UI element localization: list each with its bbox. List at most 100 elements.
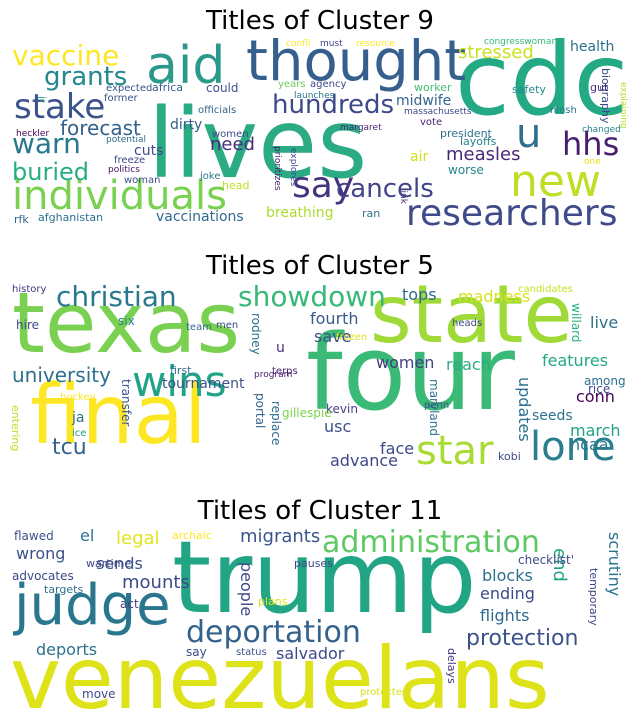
word: state (370, 283, 573, 361)
word: confli (286, 39, 311, 49)
word: first (170, 364, 192, 377)
word: penn (424, 400, 450, 411)
word: women (376, 353, 435, 372)
word: lone (530, 424, 616, 470)
word: worse (448, 163, 484, 177)
word: congresswoman (484, 38, 558, 47)
word: vaccine (12, 39, 120, 72)
word: u (516, 111, 542, 157)
word: u (276, 340, 285, 356)
word: women (212, 129, 249, 140)
word: move (82, 687, 116, 701)
word: agency (310, 79, 347, 90)
word: warn (12, 127, 81, 160)
word: lives (148, 88, 368, 200)
word: layoffs (460, 135, 497, 148)
word: need (210, 134, 255, 155)
word: resource (356, 39, 395, 49)
word: air (410, 149, 429, 165)
word: conn (576, 387, 615, 406)
word: president (440, 127, 492, 140)
word: freeze (114, 155, 146, 166)
word: midwife (396, 93, 452, 109)
word: woman (124, 175, 161, 186)
word: new (510, 156, 601, 207)
word: prioritizes (272, 146, 282, 191)
word: people (237, 562, 256, 617)
word: hundreds (272, 90, 395, 120)
word: individuals (12, 173, 227, 219)
word: wartime (86, 557, 132, 570)
word: gillespie (282, 406, 332, 420)
word: among (584, 374, 626, 388)
word: hire (16, 318, 39, 332)
word: venezuelans (10, 629, 550, 724)
word: worker (414, 81, 452, 94)
word: wins (132, 357, 227, 406)
word: legal (116, 528, 160, 549)
word: biography (599, 68, 612, 124)
word: protected (360, 687, 409, 698)
word: years (278, 79, 306, 90)
word: transfer (119, 379, 133, 427)
word: changed (582, 125, 621, 135)
word: blocks (482, 566, 533, 585)
word: hockey (60, 392, 96, 403)
word: university (12, 363, 111, 387)
word: willard (569, 303, 583, 343)
word: six (118, 314, 135, 328)
cluster-11-wordcloud: trump venezuelans judge administration d… (10, 528, 630, 724)
word: maryland (427, 379, 441, 436)
word: aid (146, 38, 226, 96)
word: end (549, 548, 570, 582)
word: ice (72, 428, 87, 439)
word: could (206, 81, 239, 95)
word: administration (322, 528, 540, 560)
word: stressed (458, 42, 534, 63)
word: mounts (122, 572, 190, 593)
word: advance (330, 451, 399, 470)
word: trump (172, 528, 477, 636)
word: politics (108, 165, 140, 175)
word: temporary (587, 568, 600, 626)
word: say (186, 645, 207, 659)
cluster-9-wordcloud: lives cdc thought aid individuals resear… (10, 38, 630, 236)
word: texas (12, 283, 241, 372)
word: heckler (16, 129, 50, 139)
word: say (292, 165, 355, 206)
word: kobi (498, 450, 521, 463)
word: advocates (12, 569, 74, 583)
word: updates (515, 377, 534, 442)
word: head (222, 179, 250, 192)
cluster-11-panel: Titles of Cluster 11 trump venezuelans j… (0, 490, 640, 725)
word: officials (198, 105, 237, 116)
word: replace (269, 401, 283, 446)
word: massachusetts (404, 107, 472, 117)
word: face (380, 439, 415, 458)
word: reach (446, 355, 491, 374)
word: joke (200, 171, 221, 182)
word: protection (466, 626, 579, 651)
word: wrong (16, 544, 66, 563)
word: cancels (336, 174, 434, 204)
word: cdc (455, 38, 629, 138)
word: live (590, 313, 619, 332)
word: ending (480, 584, 535, 603)
word: explores (288, 148, 298, 187)
word: usc (324, 417, 352, 436)
word: hhs (562, 125, 620, 163)
word: pauses (294, 557, 333, 570)
word: salvador (276, 644, 345, 663)
word: christian (56, 283, 177, 313)
word: rfk (14, 213, 29, 226)
word: vaccinations (156, 209, 244, 225)
word: fourth (310, 309, 359, 328)
word: must (320, 39, 343, 49)
word: grants (44, 62, 128, 92)
word: jr (36, 96, 47, 103)
word: flights (480, 606, 530, 625)
word: checklist' (518, 553, 575, 567)
word: ja (72, 410, 85, 426)
word: program (254, 370, 293, 380)
word: act (120, 597, 139, 611)
